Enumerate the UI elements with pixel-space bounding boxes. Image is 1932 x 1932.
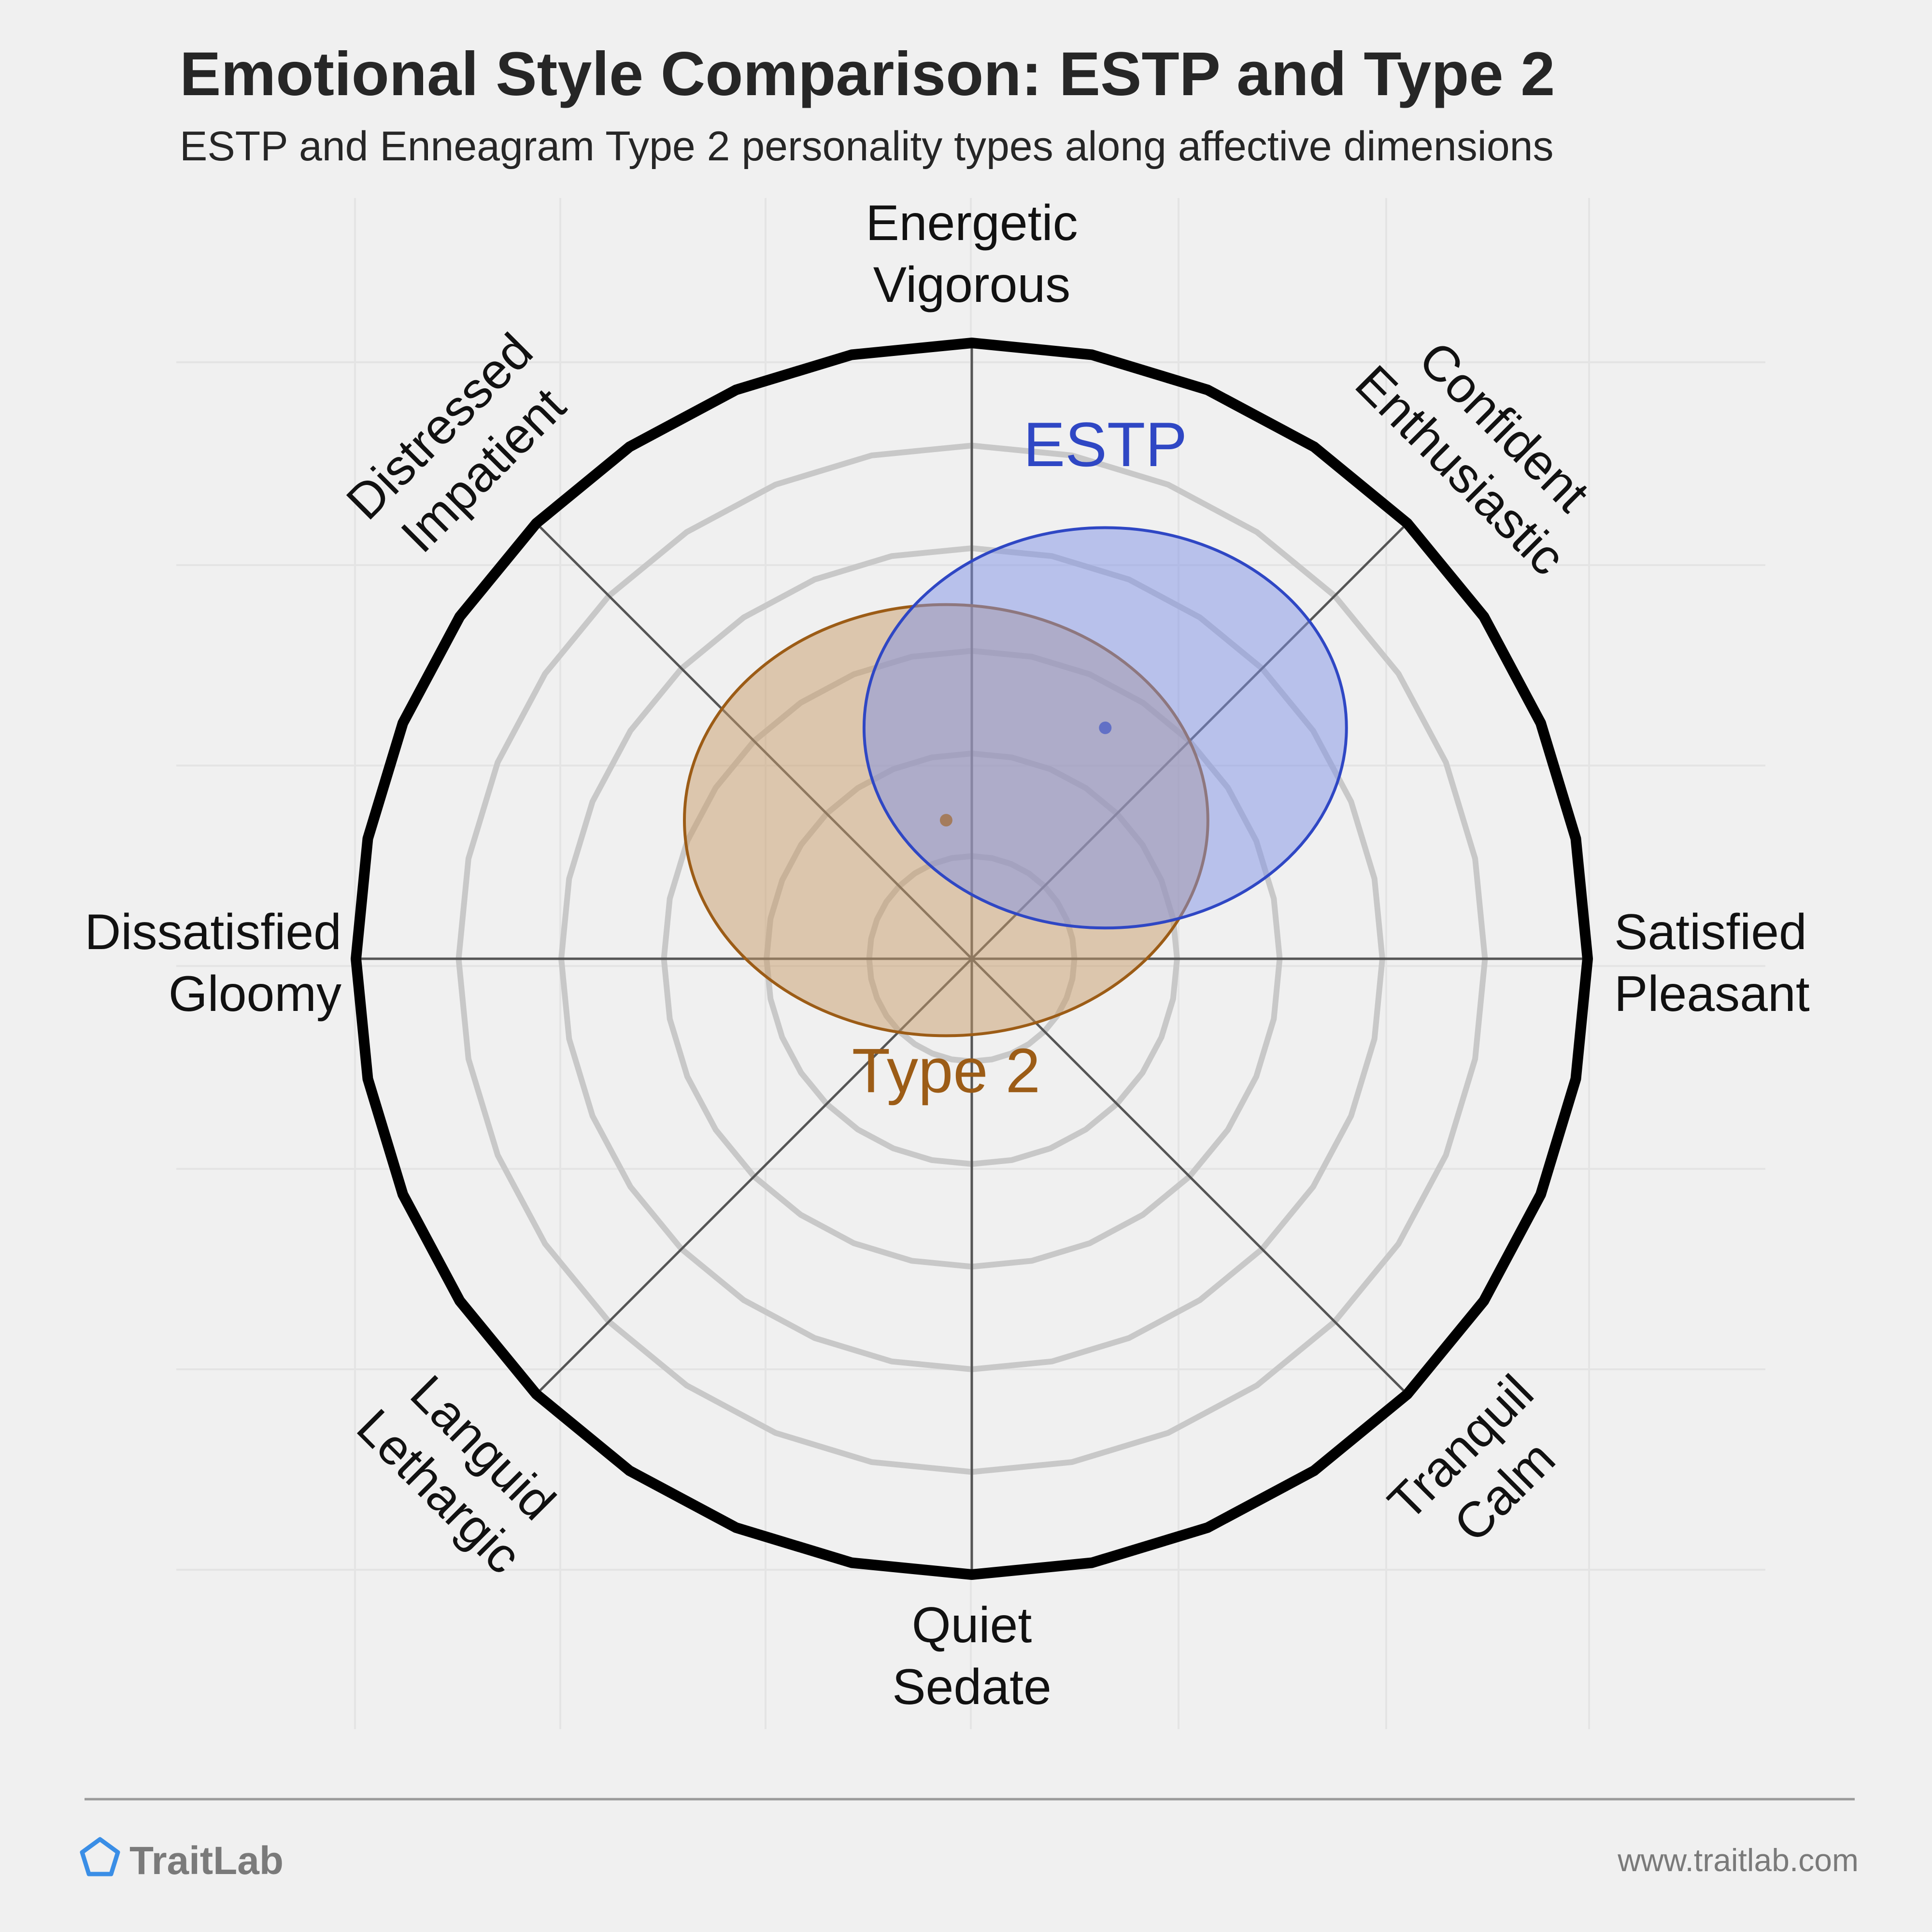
chart-subtitle: ESTP and Enneagram Type 2 personality ty… [180,123,1554,170]
axis-label-line: Sedate [892,1659,1051,1715]
estp-label: ESTP [1023,409,1188,480]
outer-ring-layer [351,338,1593,1580]
axis-label-quiet: Quiet Sedate [892,1597,1051,1715]
chart-title: Emotional Style Comparison: ESTP and Typ… [180,40,1555,109]
axis-label-line: Satisfied [1614,904,1807,960]
brand-name: TraitLab [129,1839,284,1883]
estp-point [1099,721,1112,734]
type-2-point [939,814,952,827]
axis-label-line: Gloomy [169,966,341,1022]
outer-ring [351,338,1593,1580]
brand-logo[interactable]: TraitLab [80,1837,284,1883]
footer-url[interactable]: www.traitlab.com [1617,1842,1859,1878]
axis-label-dissatisfied: Dissatisfied Gloomy [85,904,341,1022]
axis-label-line: Vigorous [873,257,1071,313]
type-2-label: Type 2 [852,1035,1040,1106]
axis-label-energetic: Energetic Vigorous [866,195,1078,313]
axis-label-line: Dissatisfied [85,904,341,960]
axis-label-satisfied: Satisfied Pleasant [1614,904,1810,1022]
axis-label-line: Energetic [866,195,1078,251]
axis-label-line: Pleasant [1614,966,1810,1022]
pentagon-icon [80,1837,120,1876]
axis-label-line: Quiet [912,1597,1032,1653]
series-layer: ESTP Type 2 [683,409,1348,1106]
